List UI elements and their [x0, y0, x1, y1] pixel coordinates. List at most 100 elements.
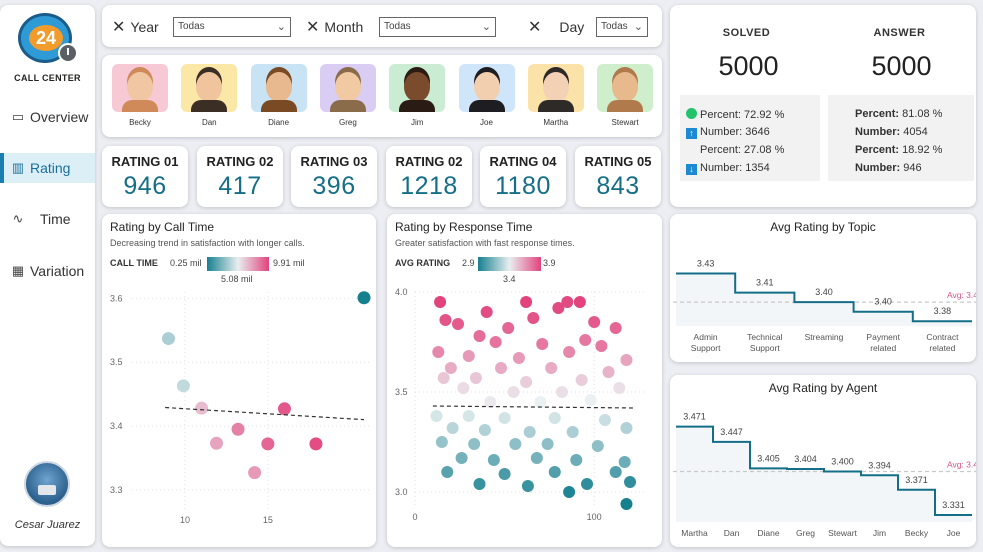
data-point [457, 382, 470, 394]
legend-mid: 3.4 [503, 274, 516, 284]
agent-avatar-dan[interactable]: Dan [180, 64, 238, 127]
agent-avatar-greg[interactable]: Greg [319, 64, 377, 127]
y-tick-label: 3.4 [110, 421, 123, 431]
agent-avatar-stewart[interactable]: Stewart [596, 64, 654, 127]
solved-answer-card: SOLVED ANSWER 5000 5000 Percent: 72.92 %… [670, 5, 976, 207]
clear-filter-icon[interactable]: ✕ [528, 19, 542, 36]
data-label: 3.40 [874, 297, 892, 307]
category-label: Stewart [828, 528, 857, 538]
solved-number-no: ↓ Number: 1354 [686, 162, 770, 175]
avatar [112, 64, 168, 112]
nav-overview[interactable]: ▭ Overview [0, 102, 95, 132]
month-dropdown[interactable]: Todas ⌄ [379, 17, 496, 37]
data-label: 3.371 [905, 475, 928, 485]
category-label: Diane [757, 528, 779, 538]
data-point [602, 366, 615, 378]
grid-icon: ▦ [11, 263, 25, 278]
rating-card: RATING 05 843 [575, 146, 661, 207]
topic-step-chart: Avg: 3.43.43AdminSupport3.41TechnicalSup… [670, 259, 976, 353]
data-point [609, 322, 622, 334]
data-label: 3.400 [831, 457, 854, 467]
data-point [309, 437, 323, 451]
nav-rating-label: Rating [30, 160, 71, 176]
year-dropdown[interactable]: Todas ⌄ [173, 17, 291, 37]
chevron-down-icon: ⌄ [633, 21, 643, 33]
data-point [473, 330, 486, 342]
y-tick-label: 4.0 [395, 287, 408, 297]
month-filter[interactable]: ✕ Month [306, 17, 363, 37]
call-time-scatter: 3.3 3.4 3.5 3.6 10 15 [110, 291, 372, 525]
pulse-icon: ∿ [12, 211, 24, 226]
clear-filter-icon[interactable]: ✕ [306, 19, 320, 36]
check-circle-icon [686, 108, 697, 119]
data-point [231, 422, 245, 436]
area-fill [676, 273, 972, 326]
data-point [434, 296, 447, 308]
avatar [250, 64, 307, 112]
agent-step-chart: Avg: 3.4 3.471 Martha 3.447 Dan 3.405 Diane 3.4… [670, 412, 976, 538]
data-label: 3.41 [756, 278, 774, 288]
data-point [161, 332, 175, 346]
day-dropdown-value: Todas [601, 21, 628, 32]
agent-panel: Avg Rating by Agent Avg: 3.4 3.471 Martha 3… [670, 375, 976, 547]
answer-number-no: Number: 946 [855, 162, 922, 174]
chevron-down-icon: ⌄ [276, 21, 286, 33]
data-point [563, 346, 576, 358]
arrow-down-icon: ↓ [686, 164, 697, 175]
step-line [676, 272, 972, 323]
data-point [545, 362, 558, 374]
panel-title: Rating by Call Time [110, 220, 215, 234]
rating-card: RATING 04 1180 [480, 146, 566, 207]
nav-variation-label: Variation [30, 263, 85, 279]
answer-label: ANSWER [873, 27, 926, 39]
user-avatar[interactable] [24, 461, 70, 507]
data-point [573, 296, 586, 308]
nav-rating[interactable]: ▥ Rating [0, 153, 95, 183]
answer-value: 5000 [871, 51, 932, 81]
color-legend [207, 257, 269, 271]
rating-card-value: 1218 [400, 172, 458, 200]
year-filter[interactable]: ✕ Year [112, 17, 159, 37]
agent-avatar-joe[interactable]: Joe [458, 64, 516, 127]
solved-value: 5000 [718, 51, 779, 81]
data-point [462, 350, 475, 362]
answer-percent-no: Percent: 18.92 % [855, 144, 943, 156]
agent-avatar-martha[interactable]: Martha [527, 64, 585, 127]
legend-min: 0.25 mil [170, 258, 202, 268]
data-point [581, 478, 594, 490]
data-label: 3.394 [868, 460, 891, 470]
category-label: related [870, 343, 896, 353]
sidebar: 24 CALL CENTER ▭ Overview ▥ Rating ∿ Tim… [0, 5, 95, 546]
nav-time[interactable]: ∿ Time [0, 204, 95, 234]
agent-avatar-becky[interactable]: Becky [111, 64, 169, 127]
day-filter[interactable]: ✕ Day [528, 17, 584, 37]
agent-avatar-jim[interactable]: Jim [388, 64, 446, 127]
overview-icon: ▭ [11, 109, 25, 124]
x-tick-label: 100 [587, 512, 602, 522]
data-point [563, 486, 576, 498]
data-point [489, 336, 502, 348]
solved-percent-no: Percent: 27.08 % [700, 144, 785, 156]
day-dropdown[interactable]: Todas ⌄ [596, 17, 648, 37]
agent-selector: Becky Dan Diane Greg Jim Joe Martha Stewart [102, 55, 662, 137]
rating-card-label: RATING 02 [395, 154, 463, 169]
legend-max: 3.9 [543, 258, 556, 268]
data-point [195, 401, 209, 415]
data-label: 3.471 [683, 412, 706, 422]
solved-number-yes: ↑ Number: 3646 [686, 126, 770, 139]
clear-filter-icon[interactable]: ✕ [112, 19, 126, 36]
rating-card: RATING 03 396 [291, 146, 377, 207]
agent-avatar-diane[interactable]: Diane [250, 64, 308, 127]
data-point [487, 454, 500, 466]
data-point [595, 340, 608, 352]
nav-variation[interactable]: ▦ Variation [0, 256, 95, 286]
data-point [507, 386, 520, 398]
panel-subtitle: Greater satisfaction with fast response … [395, 238, 575, 248]
category-label: Admin [694, 332, 718, 342]
data-point [473, 478, 486, 490]
agent-name: Diane [268, 118, 290, 127]
solved-percent-yes: Percent: 72.92 % [686, 108, 784, 121]
brand-name: CALL CENTER [14, 73, 81, 83]
legend-label: CALL TIME [110, 258, 158, 268]
topic-panel: Avg Rating by Topic Avg: 3.4 3.43 Admin Sup… [670, 214, 976, 362]
